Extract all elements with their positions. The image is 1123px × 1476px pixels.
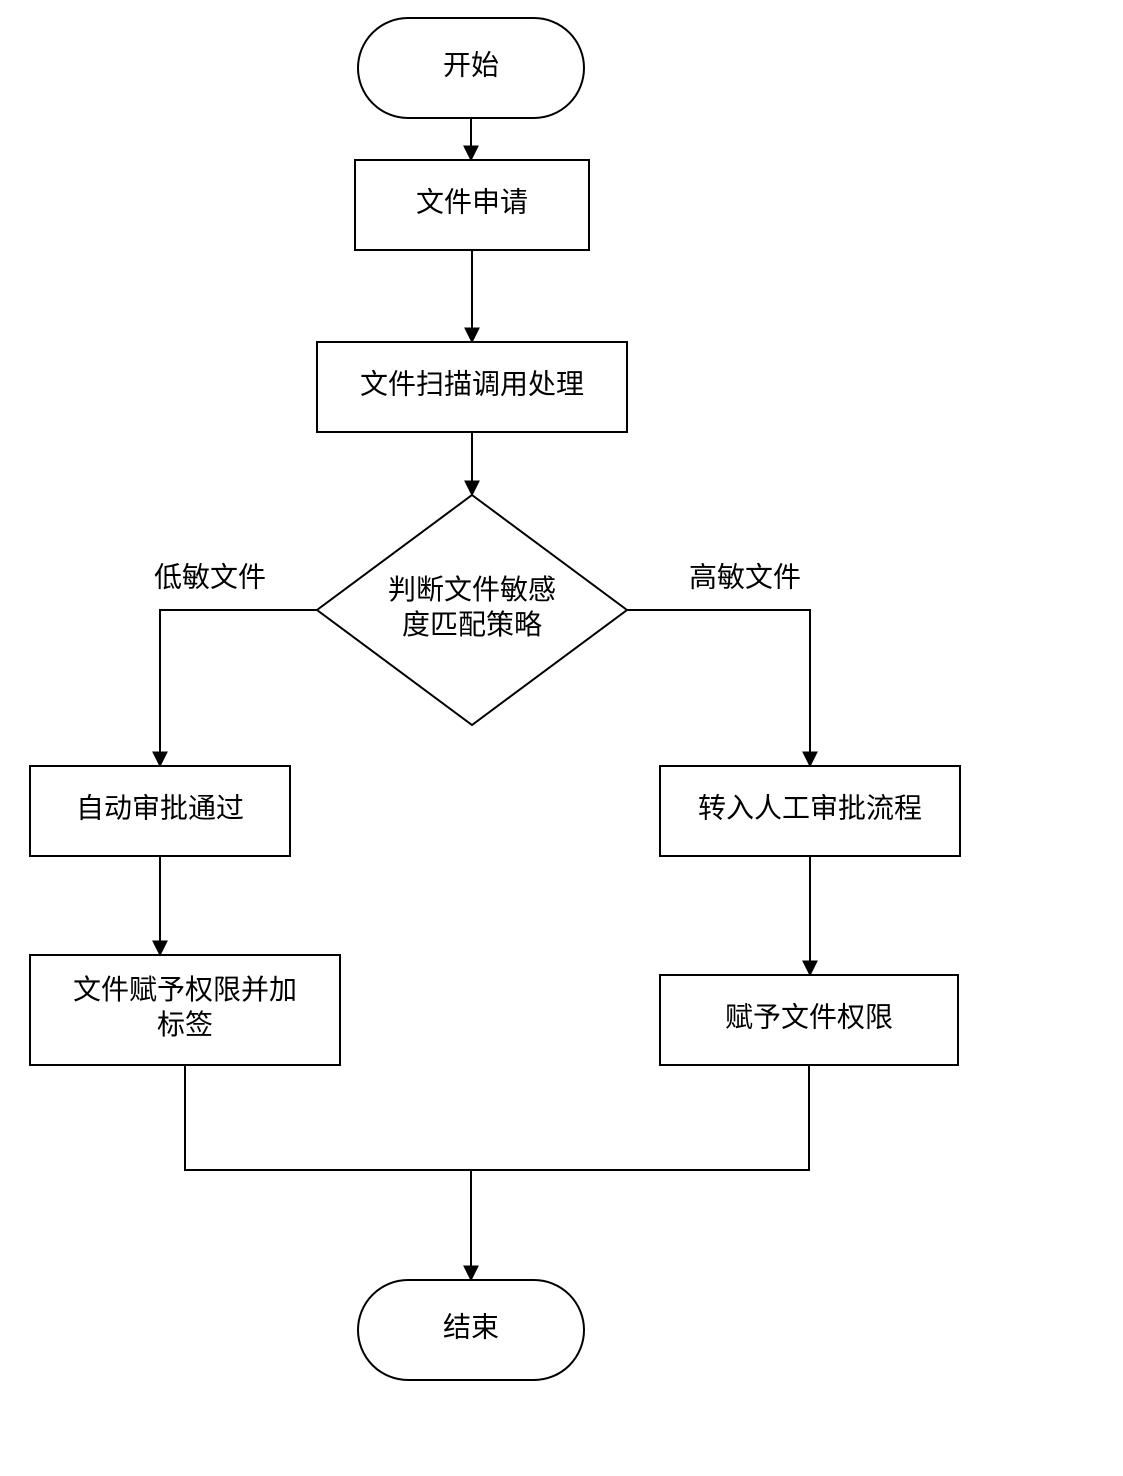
node-decision: 判断文件敏感度匹配策略 (317, 495, 627, 725)
edge-decision-autoOk (160, 610, 317, 766)
node-text-autoOk-0: 自动审批通过 (76, 792, 244, 824)
node-autoOk: 自动审批通过 (30, 766, 290, 856)
edge-grant-join (471, 1065, 809, 1170)
edge-label-3: 低敏文件 (154, 561, 266, 593)
node-text-tag-1: 标签 (157, 1009, 213, 1041)
node-manual: 转入人工审批流程 (660, 766, 960, 856)
node-end: 结束 (358, 1280, 584, 1380)
node-text-grant-0: 赋予文件权限 (725, 1001, 893, 1033)
node-text-decision-1: 度匹配策略 (402, 609, 542, 641)
node-apply: 文件申请 (355, 160, 589, 250)
node-text-scan-0: 文件扫描调用处理 (360, 368, 584, 400)
node-text-apply-0: 文件申请 (416, 186, 528, 218)
node-text-end-0: 结束 (443, 1311, 499, 1343)
edge-label-4: 高敏文件 (689, 561, 801, 593)
node-start: 开始 (358, 18, 584, 118)
edge-decision-manual (627, 610, 810, 766)
node-tag: 文件赋予权限并加标签 (30, 955, 340, 1065)
flowchart-canvas: 低敏文件高敏文件开始文件申请文件扫描调用处理判断文件敏感度匹配策略自动审批通过转… (0, 0, 1123, 1476)
node-text-decision-0: 判断文件敏感 (388, 574, 556, 606)
node-text-start-0: 开始 (443, 49, 499, 81)
node-scan: 文件扫描调用处理 (317, 342, 627, 432)
node-text-manual-0: 转入人工审批流程 (698, 792, 922, 824)
node-grant: 赋予文件权限 (660, 975, 958, 1065)
edge-tag-join (185, 1065, 471, 1170)
node-text-tag-0: 文件赋予权限并加 (73, 974, 297, 1006)
